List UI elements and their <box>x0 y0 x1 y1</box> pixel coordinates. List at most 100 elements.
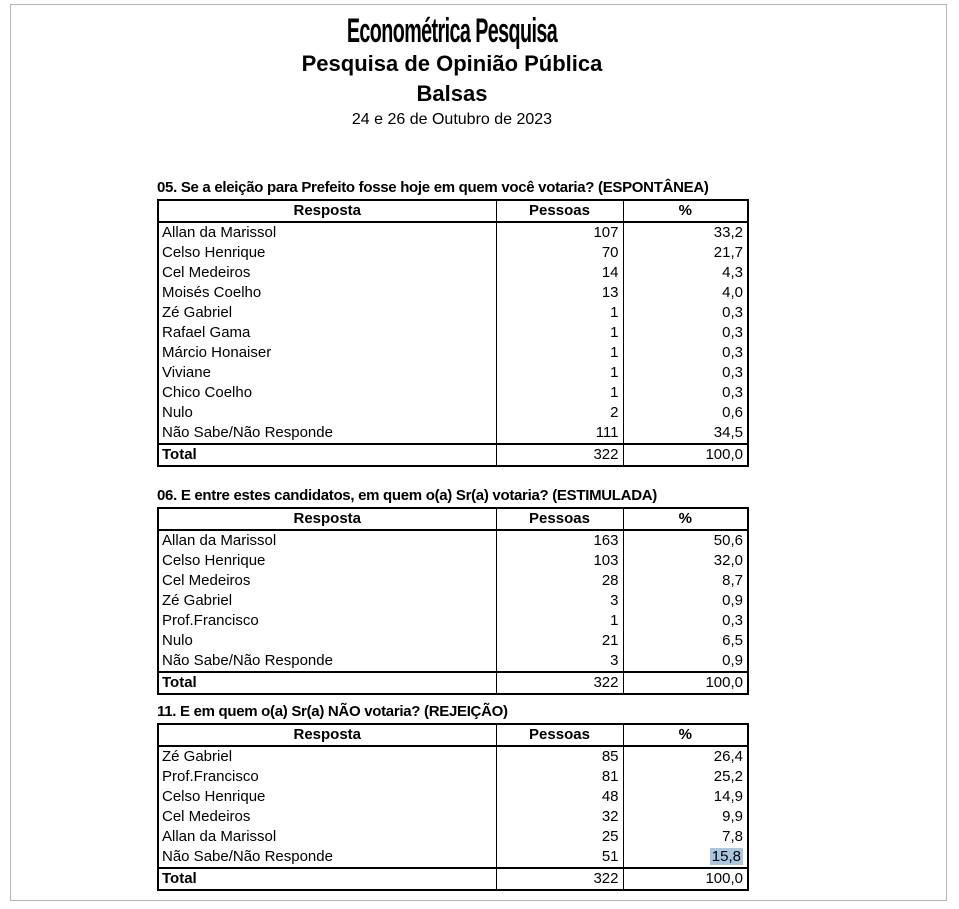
pessoas-cell: 28 <box>495 571 624 591</box>
table-row: Chico Coelho 1 0,3 <box>157 383 749 403</box>
table-row: Celso Henrique 103 32,0 <box>157 551 749 571</box>
response-cell: Nulo <box>157 631 497 651</box>
percent-cell: 26,4 <box>622 746 749 767</box>
company-logo: Econométrica Pesquisa <box>346 12 558 50</box>
table-header-row: Resposta Pessoas % <box>157 508 749 531</box>
pessoas-cell: 3 <box>495 651 624 672</box>
report-date: 24 e 26 de Outubro de 2023 <box>351 111 553 128</box>
percent-cell: 4,3 <box>622 263 749 283</box>
table-row: Celso Henrique 70 21,7 <box>157 243 749 263</box>
pessoas-cell: 48 <box>495 787 624 807</box>
percent-cell: 15,8 <box>622 847 749 868</box>
table-row: Não Sabe/Não Responde 3 0,9 <box>157 651 749 672</box>
pessoas-cell: 1 <box>495 383 624 403</box>
response-cell: Celso Henrique <box>157 787 497 807</box>
pessoas-cell: 85 <box>495 746 624 767</box>
pessoas-cell: 163 <box>495 530 624 551</box>
question-title-06: 06. E entre estes candidatos, em quem o(… <box>157 487 657 504</box>
percent-cell: 7,8 <box>622 827 749 847</box>
percent-cell: 0,6 <box>622 403 749 423</box>
response-cell: Cel Medeiros <box>157 807 497 827</box>
question-section-06: 06. E entre estes candidatos, em quem o(… <box>157 487 749 695</box>
percent-cell: 34,5 <box>622 423 749 444</box>
pessoas-cell: 81 <box>495 767 624 787</box>
response-cell: Cel Medeiros <box>157 263 497 283</box>
total-percent: 100,0 <box>622 443 749 466</box>
results-table-11: Resposta Pessoas % Zé Gabriel 85 26,4 Prof.… <box>157 723 749 891</box>
total-percent: 100,0 <box>622 671 749 694</box>
column-header-percent: % <box>622 724 749 747</box>
percent-cell: 6,5 <box>622 631 749 651</box>
percent-cell: 4,0 <box>622 283 749 303</box>
response-cell: Allan da Marissol <box>157 827 497 847</box>
question-title-11: 11. E em quem o(a) Sr(a) NÃO votaria? (R… <box>157 703 508 720</box>
pessoas-cell: 32 <box>495 807 624 827</box>
selected-text: 15,8 <box>709 848 743 865</box>
total-row: Total 322 100,0 <box>157 443 749 466</box>
percent-cell: 0,3 <box>622 303 749 323</box>
pessoas-cell: 107 <box>495 222 624 243</box>
column-header-pessoas: Pessoas <box>495 508 624 531</box>
table-row: Prof.Francisco 81 25,2 <box>157 767 749 787</box>
pessoas-cell: 13 <box>495 283 624 303</box>
table-row: Allan da Marissol 107 33,2 <box>157 222 749 243</box>
table-row: Nulo 21 6,5 <box>157 631 749 651</box>
total-label: Total <box>157 443 497 466</box>
percent-cell: 0,3 <box>622 323 749 343</box>
response-cell: Prof.Francisco <box>157 611 497 631</box>
pessoas-cell: 1 <box>495 303 624 323</box>
pessoas-cell: 3 <box>495 591 624 611</box>
percent-cell: 9,9 <box>622 807 749 827</box>
table-row: Não Sabe/Não Responde 111 34,5 <box>157 423 749 444</box>
pessoas-cell: 2 <box>495 403 624 423</box>
document-page: Econométrica Pesquisa Pesquisa de Opiniã… <box>10 4 947 901</box>
response-cell: Chico Coelho <box>157 383 497 403</box>
table-row: Cel Medeiros 32 9,9 <box>157 807 749 827</box>
pessoas-cell: 14 <box>495 263 624 283</box>
percent-cell: 33,2 <box>622 222 749 243</box>
table-row: Allan da Marissol 25 7,8 <box>157 827 749 847</box>
table-row: Moisés Coelho 13 4,0 <box>157 283 749 303</box>
total-percent: 100,0 <box>622 867 749 890</box>
response-cell: Celso Henrique <box>157 551 497 571</box>
table-row: Zé Gabriel 3 0,9 <box>157 591 749 611</box>
table-row: Zé Gabriel 1 0,3 <box>157 303 749 323</box>
percent-cell: 14,9 <box>622 787 749 807</box>
response-cell: Rafael Gama <box>157 323 497 343</box>
question-section-11: 11. E em quem o(a) Sr(a) NÃO votaria? (R… <box>157 703 749 891</box>
percent-cell: 0,3 <box>622 363 749 383</box>
column-header-resposta: Resposta <box>157 508 497 531</box>
response-cell: Não Sabe/Não Responde <box>157 847 497 868</box>
table-row: Nulo 2 0,6 <box>157 403 749 423</box>
column-header-pessoas: Pessoas <box>495 200 624 223</box>
pessoas-cell: 1 <box>495 363 624 383</box>
pessoas-cell: 21 <box>495 631 624 651</box>
table-row: Zé Gabriel 85 26,4 <box>157 746 749 767</box>
percent-cell: 21,7 <box>622 243 749 263</box>
pessoas-cell: 111 <box>495 423 624 444</box>
table-row: Márcio Honaiser 1 0,3 <box>157 343 749 363</box>
pessoas-cell: 1 <box>495 343 624 363</box>
results-table-06: Resposta Pessoas % Allan da Marissol 163 5… <box>157 507 749 695</box>
column-header-percent: % <box>622 200 749 223</box>
response-cell: Allan da Marissol <box>157 222 497 243</box>
pessoas-cell: 51 <box>495 847 624 868</box>
table-row: Cel Medeiros 14 4,3 <box>157 263 749 283</box>
total-pessoas: 322 <box>495 671 624 694</box>
pessoas-cell: 103 <box>495 551 624 571</box>
table-row: Allan da Marissol 163 50,6 <box>157 530 749 551</box>
response-cell: Celso Henrique <box>157 243 497 263</box>
report-header: Econométrica Pesquisa Pesquisa de Opiniã… <box>157 5 747 131</box>
percent-cell: 25,2 <box>622 767 749 787</box>
table-header-row: Resposta Pessoas % <box>157 200 749 223</box>
total-label: Total <box>157 671 497 694</box>
response-cell: Márcio Honaiser <box>157 343 497 363</box>
response-cell: Zé Gabriel <box>157 746 497 767</box>
table-row: Celso Henrique 48 14,9 <box>157 787 749 807</box>
percent-cell: 0,9 <box>622 651 749 672</box>
table-row: Prof.Francisco 1 0,3 <box>157 611 749 631</box>
table-row: Rafael Gama 1 0,3 <box>157 323 749 343</box>
percent-cell: 0,9 <box>622 591 749 611</box>
total-label: Total <box>157 867 497 890</box>
total-row: Total 322 100,0 <box>157 867 749 890</box>
